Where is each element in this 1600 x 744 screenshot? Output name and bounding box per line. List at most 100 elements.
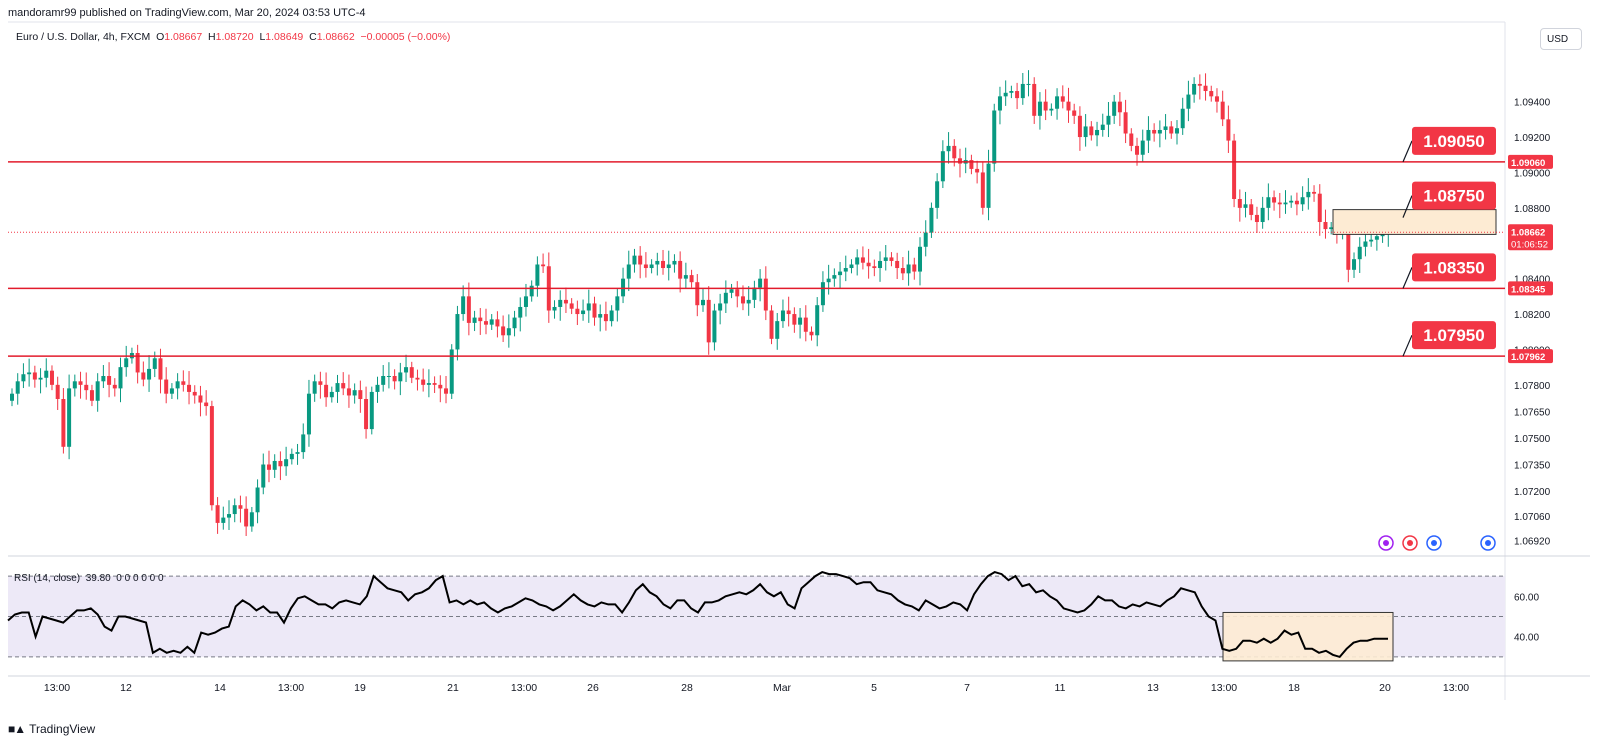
candle-body [718, 303, 723, 311]
candle-body [1192, 83, 1197, 95]
candle-body [489, 319, 494, 325]
tradingview-logo-icon: ■▲ [8, 722, 26, 736]
candle-body [101, 376, 106, 382]
price-tick-label: 1.07060 [1514, 512, 1551, 523]
candle-body [375, 384, 380, 392]
candle-body [575, 308, 580, 315]
rsi-legend: RSI (14, close) 39.80 0 0 0 0 0 0 [14, 573, 164, 584]
candle-body [426, 383, 431, 385]
candle-body [198, 395, 203, 403]
candle-body [900, 268, 905, 274]
price-annotation-box [1412, 181, 1496, 210]
price-tick-label: 1.07200 [1514, 487, 1551, 498]
candle-body [1117, 101, 1122, 113]
candle-body [729, 289, 734, 293]
level-axis-label: 1.08345 [1511, 284, 1546, 295]
candle-body [1357, 246, 1362, 260]
rsi-label[interactable]: RSI (14, close) [14, 573, 81, 584]
time-tick-label: 11 [1055, 682, 1066, 694]
candle-body [838, 271, 843, 276]
candle-body [112, 384, 117, 389]
candle-body [889, 257, 894, 261]
price-annotation-box [1412, 321, 1496, 350]
level-axis-badge [1508, 154, 1553, 169]
candle-body [969, 160, 974, 169]
change-value: −0.00005 (−0.00%) [360, 31, 451, 43]
high-value: 1.08720 [215, 31, 254, 43]
candle-body [1043, 101, 1048, 111]
level-axis-label: 1.07962 [1511, 352, 1545, 363]
candle-body [895, 260, 900, 269]
candle-body [849, 264, 854, 269]
candle-body [1294, 200, 1299, 205]
rsi-line [7, 571, 1388, 659]
candle-body [1003, 92, 1008, 97]
candle-body [689, 275, 694, 283]
candle-body [1209, 91, 1214, 97]
candle-body [1363, 241, 1368, 247]
candle-body [1066, 101, 1071, 111]
time-tick-label: 21 [447, 682, 459, 694]
candle-body [775, 321, 780, 339]
candle-body [535, 264, 540, 286]
candle-body [38, 377, 43, 380]
candle-body [906, 264, 911, 274]
open-label: O [156, 31, 165, 43]
candle-body [1312, 191, 1317, 194]
candle-body [632, 255, 637, 265]
candle-body [1020, 83, 1025, 99]
price-tick-label: 1.09400 [1514, 98, 1551, 109]
level-axis-badge [1508, 349, 1553, 364]
candle-body [1163, 126, 1168, 130]
candle-body [1089, 126, 1094, 136]
time-tick-label: Mar [773, 682, 792, 694]
candle-body [860, 257, 865, 263]
candle-body [740, 296, 745, 304]
candle-body [495, 319, 500, 327]
candle-body [541, 264, 546, 267]
candle-body [295, 452, 300, 454]
candle-body [449, 349, 454, 394]
candle-body [329, 391, 334, 398]
candle-body [581, 310, 586, 315]
time-tick-label: 13:00 [1443, 682, 1469, 694]
candle-body [483, 321, 488, 325]
candle-body [1254, 214, 1259, 223]
close-value: 1.08662 [316, 31, 355, 43]
last-price-badge [1508, 224, 1553, 251]
price-annotation-label: 1.08750 [1423, 187, 1484, 206]
symbol-legend: Euro / U.S. Dollar, 4h, FXCM O1.08667 H1… [16, 31, 450, 43]
candle-body [820, 282, 825, 306]
candle-body [1135, 145, 1140, 155]
candle-body [666, 264, 671, 269]
price-annotation-box [1412, 126, 1496, 155]
footer-brand[interactable]: ■▲ TradingView [8, 722, 95, 736]
candle-body [523, 296, 528, 307]
candle-body [1055, 96, 1060, 109]
candle-body [1083, 126, 1088, 138]
annotation-pointer [1402, 334, 1413, 357]
candle-body [1266, 197, 1271, 208]
candle-body [615, 296, 620, 311]
time-tick-label: 13:00 [44, 682, 70, 694]
candle-body [169, 388, 174, 394]
candle-body [84, 384, 89, 391]
candle-body [381, 376, 386, 385]
candle-body [306, 393, 311, 435]
globe-icon-dot [1485, 540, 1491, 546]
symbol-name[interactable]: Euro / U.S. Dollar, 4h, FXCM [16, 31, 151, 43]
candle-body [466, 296, 471, 323]
candle-body [1077, 115, 1082, 138]
price-tick-label: 1.08200 [1514, 310, 1551, 321]
currency-button[interactable]: USD [1540, 28, 1582, 50]
candle-body [312, 381, 317, 394]
candle-body [221, 517, 226, 523]
candle-body [21, 374, 26, 382]
candle-body [758, 278, 763, 288]
high-label: H [208, 31, 216, 43]
candle-body [438, 384, 443, 389]
candle-body [249, 512, 254, 527]
candle-body [255, 487, 260, 513]
candle-body [832, 275, 837, 279]
